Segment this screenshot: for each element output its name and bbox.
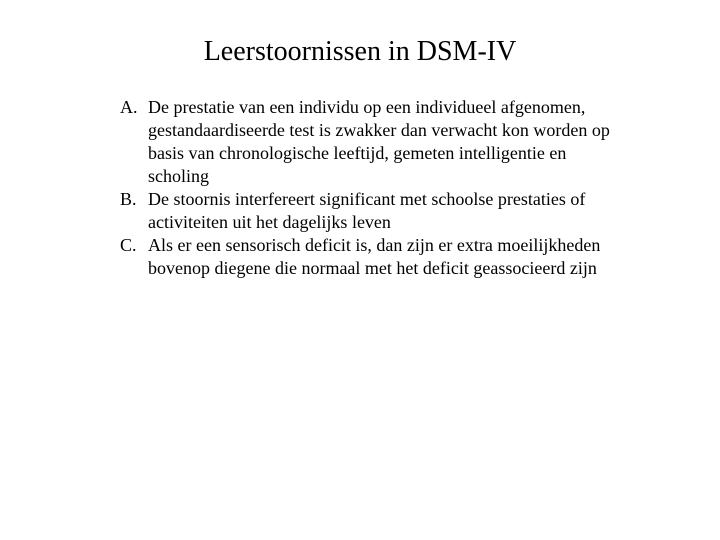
criterion-c: C. Als er een sensorisch deficit is, dan… (120, 234, 630, 280)
criterion-b-label: B. (120, 188, 137, 211)
criterion-a-label: A. (120, 96, 138, 119)
page-title: Leerstoornissen in DSM-IV (90, 36, 630, 68)
criteria-list: A. De prestatie van een individu op een … (120, 96, 630, 280)
criterion-c-text: Als er een sensorisch deficit is, dan zi… (148, 235, 600, 278)
criterion-b-text: De stoornis interfereert significant met… (148, 189, 585, 232)
criterion-c-label: C. (120, 234, 137, 257)
criterion-b: B. De stoornis interfereert significant … (120, 188, 630, 234)
criterion-a-text: De prestatie van een individu op een ind… (148, 97, 610, 186)
criterion-a: A. De prestatie van een individu op een … (120, 96, 630, 188)
